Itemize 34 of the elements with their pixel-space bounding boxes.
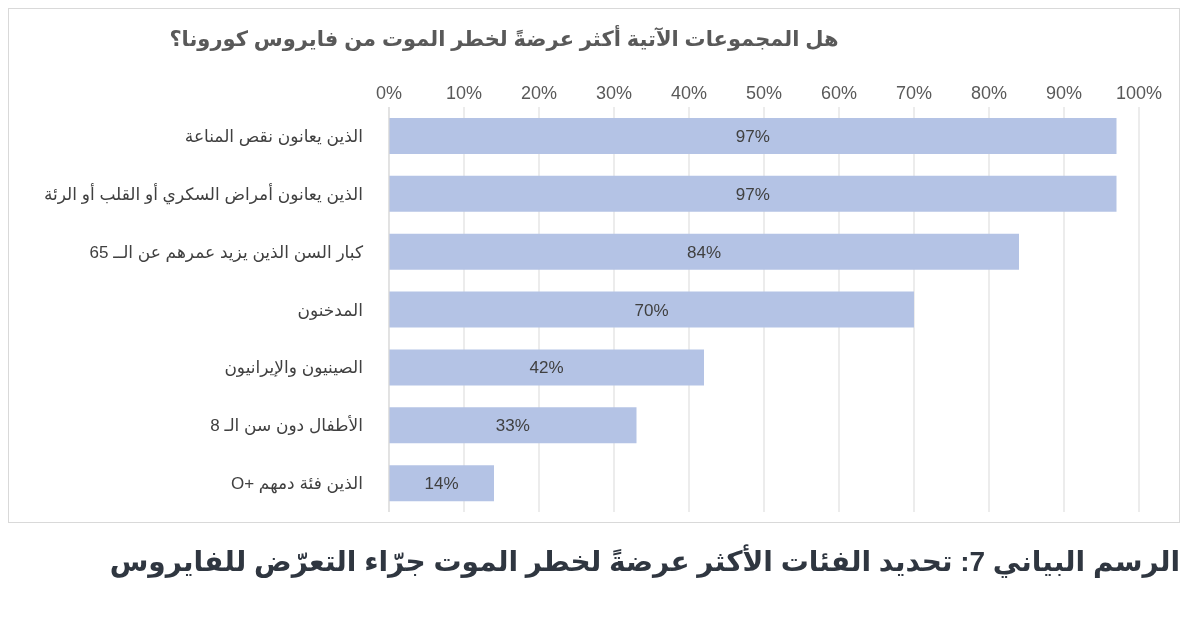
y-tick-label: كبار السن الذين يزيد عمرهم عن الــ 65 (89, 242, 364, 263)
y-tick-label: الذين فئة دمهم +O (230, 474, 363, 495)
bar (389, 118, 1117, 154)
x-tick-label: 30% (595, 83, 633, 103)
y-tick-label: الذين يعانون نقص المناعة (184, 126, 363, 146)
data-label: 42% (529, 358, 564, 378)
x-tick-label: 80% (970, 83, 1008, 103)
y-tick-label: الصينيون والإيرانيون (224, 358, 363, 378)
x-tick-label: 50% (745, 83, 783, 103)
data-label: 14% (424, 474, 459, 494)
chart-title: هل المجموعات الآتية أكثر عرضةً لخطر الموت من فايروس كورونا؟ (168, 24, 840, 53)
bar (389, 175, 1117, 212)
x-tick-label: 0% (375, 83, 403, 103)
x-tick-label: 20% (520, 83, 558, 103)
x-tick-label: 100% (1115, 83, 1163, 103)
bar (389, 233, 1019, 270)
data-label: 97% (735, 127, 770, 146)
x-tick-label: 70% (895, 83, 933, 103)
x-tick-label: 90% (1045, 83, 1083, 103)
data-label: 33% (495, 416, 530, 436)
data-label: 97% (735, 184, 770, 204)
bar (389, 407, 637, 444)
text: الرسم البياني 7: تحديد الفئات الأكثر عرضةً لخطر الموت جرّاء التعرّض للفايروس (108, 545, 1180, 578)
data-label: 84% (686, 242, 722, 262)
x-tick-label: 60% (820, 83, 858, 103)
x-tick-label: 10% (445, 83, 483, 103)
data-label: 70% (634, 300, 669, 320)
bar (389, 465, 494, 502)
y-tick-label: الأطفال دون سن الـ 8 (210, 415, 363, 436)
bar (389, 291, 914, 328)
bar (389, 349, 704, 386)
y-tick-label: المدخنون (297, 300, 363, 320)
y-tick-label: الذين يعانون أمراض السكري أو القلب أو الرئة (43, 182, 363, 205)
x-tick-label: 40% (670, 83, 708, 103)
